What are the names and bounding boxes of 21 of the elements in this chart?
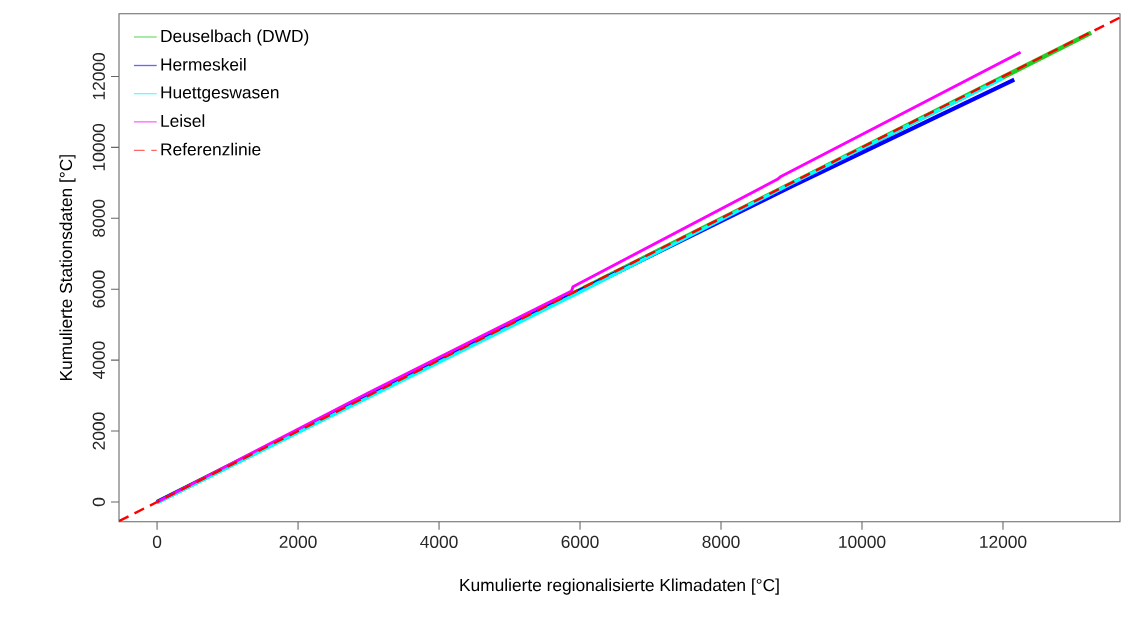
x-tick-label: 4000 (420, 535, 458, 548)
y-axis-title: Kumulierte Stationsdaten [°C] (59, 155, 76, 381)
legend-label: Leisel (161, 114, 205, 127)
x-tick-label: 6000 (561, 535, 599, 548)
x-tick-label: 10000 (839, 535, 886, 548)
y-tick-label: 2000 (92, 412, 105, 450)
x-tick-label: 12000 (980, 535, 1027, 548)
legend-label: Hermeskeil (161, 57, 246, 71)
legend-label: Huettgeswasen (161, 86, 279, 102)
y-tick-label: 0 (92, 497, 105, 507)
y-tick-label: 6000 (92, 270, 105, 308)
legend-label: Deuselbach (DWD) (161, 29, 309, 46)
legend-label: Referenzlinie (161, 142, 261, 156)
y-tick-label: 12000 (92, 53, 105, 100)
x-axis-title: Kumulierte regionalisierte Klimadaten [°C] (460, 578, 779, 595)
x-tick-label: 8000 (702, 535, 740, 548)
y-tick-label: 8000 (92, 199, 105, 237)
y-tick-label: 4000 (92, 341, 105, 380)
x-tick-label: 2000 (279, 535, 317, 548)
y-tick-label: 10000 (92, 123, 105, 171)
x-tick-label: 0 (152, 535, 162, 548)
